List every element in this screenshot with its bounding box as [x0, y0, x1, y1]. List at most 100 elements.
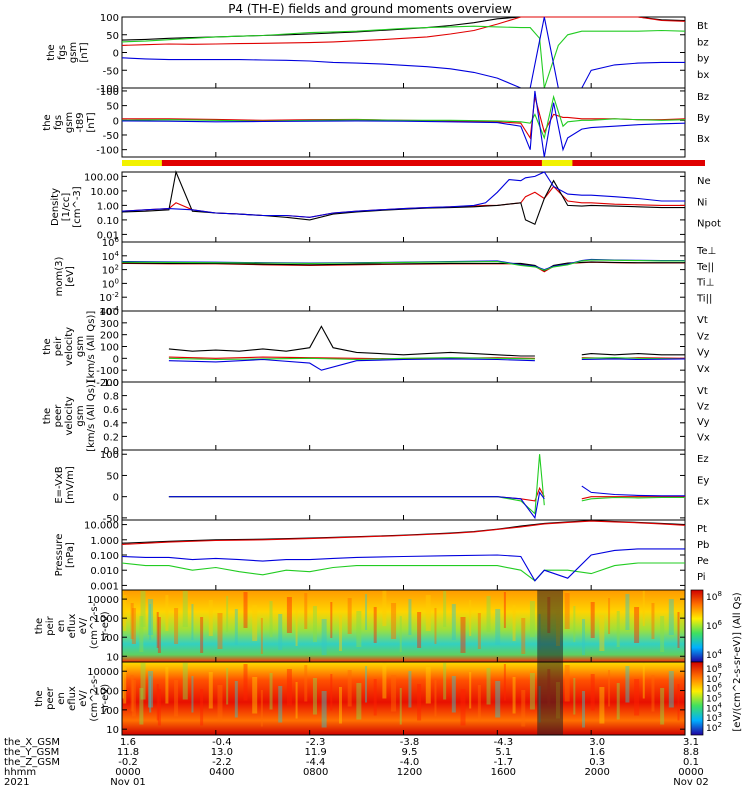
spectrogram-streak	[425, 667, 431, 704]
series-line-Pt	[121, 520, 686, 544]
legend-Ti||: Ti||	[696, 293, 712, 304]
spectrogram-streak	[243, 664, 248, 701]
panel-frame	[121, 381, 686, 451]
y-axis-label: fgs	[57, 45, 68, 60]
y-axis-label: E=-VxB	[54, 466, 65, 503]
panel-peer-velocity: 1.0 0.8 0.6 0.4 0.2 0.0 the peer velocity gsm [km/…	[42, 378, 710, 457]
spectrogram-streak	[148, 671, 154, 708]
ephemeris-value: -4.3	[494, 737, 514, 748]
spectrogram-streak	[269, 601, 273, 637]
ephemeris-value: -2.3	[306, 737, 326, 748]
colorbar-tick-label: 104	[706, 701, 722, 714]
ephemeris-value: 3.1	[683, 737, 699, 748]
y-tick-label: 104	[102, 250, 120, 263]
spectrogram-streak	[157, 689, 161, 726]
spectrogram-streak	[156, 684, 159, 721]
colorbar-tick-label: 105	[706, 692, 722, 705]
y-axis-label: peer	[45, 686, 56, 710]
plot-title: P4 (TH-E) fields and ground moments over…	[228, 2, 512, 16]
y-axis-label: [nT]	[86, 112, 97, 132]
spectrogram-fill	[122, 590, 685, 662]
y-tick-label: 50	[106, 31, 119, 42]
spectrogram-streak	[373, 607, 377, 643]
ephemeris-value: 1.6	[589, 747, 605, 758]
spectrogram-streak	[582, 691, 586, 728]
spectrogram-streak	[590, 674, 595, 711]
y-tick-label: 100	[100, 13, 119, 24]
spectrogram-streak	[634, 679, 640, 716]
series-line-Vx	[168, 358, 686, 371]
spectrogram-streak	[469, 600, 472, 636]
y-tick-label: -100	[96, 366, 119, 377]
ephemeris-row-label: 2021	[4, 777, 29, 788]
spectrogram-streak	[625, 594, 630, 630]
legend-Pb: Pb	[697, 540, 709, 551]
colorbar-tick-label: 104	[706, 648, 722, 661]
panel-frame	[121, 171, 686, 243]
spectrogram-streak	[660, 688, 665, 725]
legend-Ey: Ey	[697, 475, 709, 486]
legend-Vx: Vx	[697, 364, 710, 375]
spectrogram-streak	[477, 613, 481, 649]
spectrogram-gap	[537, 590, 564, 662]
spectrogram-streak	[140, 591, 146, 627]
legend-Vx: Vx	[697, 433, 710, 444]
y-tick-label: 0.01	[97, 230, 119, 241]
spectrogram-streak	[200, 689, 204, 726]
y-tick-label: 200	[100, 331, 119, 342]
panel-frame	[121, 310, 686, 383]
series-line-Ez	[168, 486, 685, 502]
legend-Vy: Vy	[697, 348, 710, 359]
ephemeris-value: 0.3	[589, 757, 605, 768]
spectrogram-streak	[451, 676, 456, 713]
spectrogram-streak	[295, 610, 298, 646]
ephemeris-value: 0800	[303, 767, 328, 778]
colorbar-rect	[690, 589, 704, 663]
colorbar-tick-label: 107	[706, 672, 722, 685]
series-line-Vt	[168, 325, 685, 357]
series-line-bz	[121, 16, 686, 46]
spectrogram-streak	[234, 609, 238, 645]
spectrogram-streak	[122, 662, 124, 699]
spectrogram-streak	[365, 594, 368, 630]
series-line-Ey	[168, 454, 685, 515]
spectrogram-streak	[156, 612, 159, 648]
spectrogram-streak	[503, 592, 506, 628]
y-axis-label: fgs	[53, 115, 64, 130]
y-tick-label: 100	[100, 706, 119, 717]
ephemeris-value: 0000	[678, 767, 703, 778]
spectrogram-streak	[503, 664, 506, 701]
y-tick-label: 10	[106, 725, 119, 736]
spectrogram-streak	[599, 615, 605, 651]
spectrogram-streak	[469, 672, 472, 709]
spectrogram-streak	[608, 670, 611, 707]
status-bar-yellow	[541, 160, 573, 166]
y-tick-label: -50	[103, 514, 119, 525]
ephemeris-value: -0.4	[212, 737, 232, 748]
panel-frame	[121, 519, 686, 591]
y-axis-label: [km/s (All Qs)]	[86, 311, 97, 383]
spectrogram-streak	[157, 617, 161, 653]
y-axis-label: Density	[50, 188, 61, 226]
spectrogram-streak	[495, 609, 501, 645]
spectrogram-streak	[330, 674, 333, 711]
spectrogram-streak	[338, 615, 342, 651]
y-axis-label: [mV/m]	[65, 466, 76, 504]
spectrogram-streak	[260, 618, 263, 654]
legend-Vt: Vt	[697, 386, 708, 397]
ephemeris-value: -1.7	[494, 757, 514, 768]
status-bar-yellow	[122, 160, 162, 166]
spectrogram-streak	[668, 671, 674, 708]
y-tick-label: 100	[100, 633, 119, 644]
panel-fgs-t89: 100 50 0 -50 -100 the fgs gsm -t89 [nT] Bz By Bx	[42, 87, 710, 158]
legend-Te||: Te||	[696, 262, 714, 273]
status-bar-red	[122, 160, 705, 166]
legend-Ti⊥: Ti⊥	[696, 278, 714, 289]
y-axis-label: gsm	[64, 112, 75, 133]
y-axis-label: velocity	[64, 396, 75, 435]
y-tick-label: 0.0	[103, 446, 119, 457]
y-tick-label: 10-2	[99, 291, 119, 304]
ephemeris-value: 5.1	[495, 747, 511, 758]
